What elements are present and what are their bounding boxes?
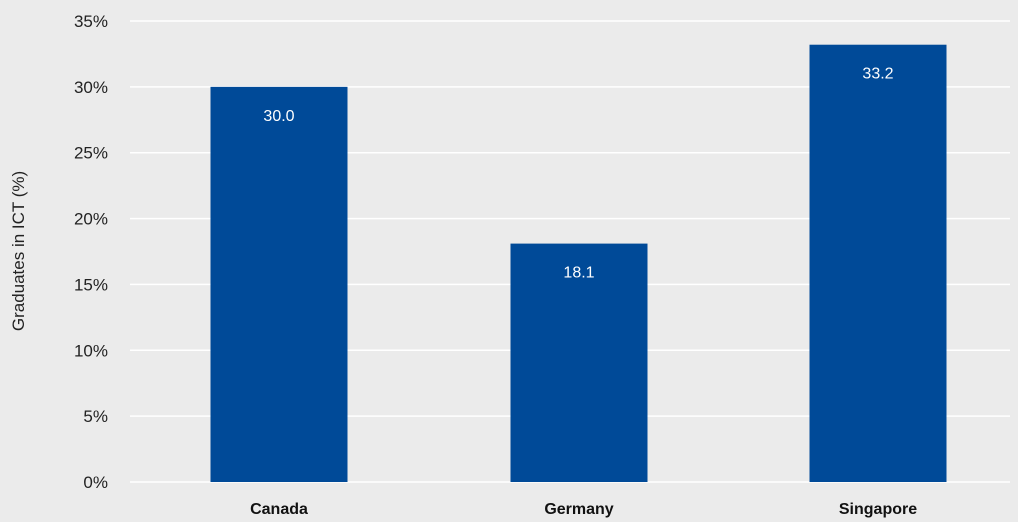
y-tick-label: 5% [83, 407, 108, 426]
bars [210, 44, 947, 483]
y-axis-title: Graduates in ICT (%) [9, 171, 28, 331]
data-label: 30.0 [263, 108, 294, 125]
data-labels: 30.0 18.1 33.2 [263, 66, 893, 282]
x-category-label: Singapore [839, 501, 917, 518]
bar-singapore [809, 44, 947, 483]
data-label: 33.2 [862, 66, 893, 83]
y-tick-label: 30% [74, 78, 108, 97]
x-axis-categories: Canada Germany Singapore [250, 501, 917, 518]
x-category-label: Canada [250, 501, 308, 518]
data-label: 18.1 [563, 265, 594, 282]
y-tick-label: 20% [74, 210, 108, 229]
y-tick-label: 15% [74, 275, 108, 294]
y-tick-label: 10% [74, 341, 108, 360]
y-axis-ticks: 0% 5% 10% 15% 20% 25% 30% 35% [74, 12, 108, 492]
y-tick-label: 0% [83, 473, 108, 492]
y-tick-label: 25% [74, 144, 108, 163]
x-category-label: Germany [544, 501, 613, 518]
y-tick-label: 35% [74, 12, 108, 31]
bar-canada [210, 86, 348, 482]
bar-germany [510, 243, 648, 482]
